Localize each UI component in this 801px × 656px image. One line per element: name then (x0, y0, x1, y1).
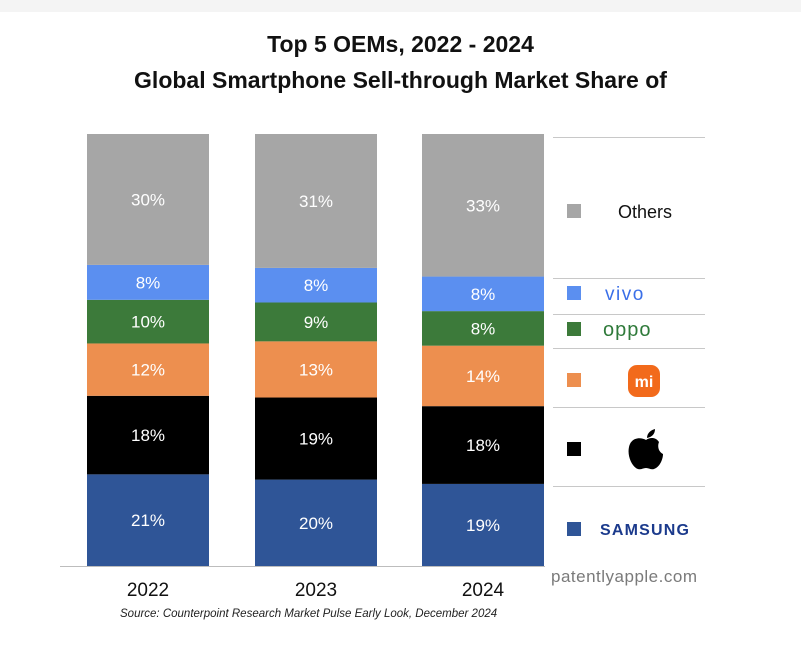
bar-segment-vivo-2024 (422, 276, 544, 312)
data-label-vivo-2023: 8% (304, 276, 329, 295)
legend-swatch-samsung (567, 522, 581, 536)
bar-segment-samsung-2024 (422, 483, 544, 566)
bars-group: 21% 18% 12% 10% 8% 30% 20% 19% 13% 9% 8% 31% 19% 18% 1… (87, 134, 544, 566)
bar-segment-apple-logo-2023 (255, 397, 377, 480)
data-label-oppo-2023: 9% (304, 313, 329, 332)
data-label-apple-logo-2024: 18% (466, 436, 500, 455)
data-label-samsung-2023: 20% (299, 514, 333, 533)
data-label-mi-2024: 14% (466, 367, 500, 386)
watermark: patentlyapple.com (551, 567, 698, 586)
bar-segment-oppo-2023 (255, 302, 377, 342)
bar-segment-samsung-2022 (87, 474, 209, 566)
data-label-others-2024: 33% (466, 196, 500, 215)
mi-logo-badge (628, 365, 660, 397)
legend-label-vivo: vivo (605, 284, 645, 305)
data-label-apple-logo-2023: 19% (299, 430, 333, 449)
bar-segment-mi-2023 (255, 341, 377, 398)
legend-swatch-others (567, 204, 581, 218)
apple-icon (628, 429, 663, 470)
data-label-mi-2023: 13% (299, 360, 333, 379)
bar-segment-others-2022 (87, 134, 209, 265)
bar-segment-apple-logo-2022 (87, 395, 209, 475)
data-label-samsung-2024: 19% (466, 516, 500, 535)
x-tick-label-2023: 2023 (295, 580, 337, 601)
data-label-vivo-2024: 8% (471, 285, 496, 304)
data-label-others-2022: 30% (131, 190, 165, 209)
top-strip (0, 0, 801, 12)
data-label-mi-2022: 12% (131, 361, 165, 380)
bar-segment-oppo-2024 (422, 311, 544, 346)
bar-segment-vivo-2022 (87, 264, 209, 300)
legend-swatch-mi (567, 373, 581, 387)
bar-segment-others-2023 (255, 134, 377, 268)
data-label-samsung-2022: 21% (131, 511, 165, 530)
bar-segment-others-2024 (422, 134, 544, 277)
data-label-others-2023: 31% (299, 192, 333, 211)
bar-segment-mi-2024 (422, 345, 544, 407)
bar-segment-vivo-2023 (255, 267, 377, 303)
chart-title-line-1: Top 5 OEMs, 2022 - 2024 (267, 31, 534, 57)
x-tick-label-2024: 2024 (462, 580, 505, 601)
legend-label-oppo: oppo (603, 319, 652, 341)
legend-label-mi: mi (635, 374, 654, 391)
legend: Others vivo oppo mi SAMSUNG (553, 137, 705, 539)
data-label-oppo-2024: 8% (471, 319, 496, 338)
bar-segment-apple-logo-2024 (422, 406, 544, 484)
bar-segment-samsung-2023 (255, 479, 377, 566)
legend-swatch-apple (567, 442, 581, 456)
chart-title-line-2: Global Smartphone Sell-through Market Sh… (134, 67, 667, 93)
legend-swatch-vivo (567, 286, 581, 300)
legend-label-others: Others (618, 202, 672, 222)
x-tick-labels: 2022 2023 2024 (127, 580, 505, 601)
legend-label-samsung: SAMSUNG (600, 522, 690, 539)
data-label-oppo-2022: 10% (131, 313, 165, 332)
data-label-apple-logo-2022: 18% (131, 426, 165, 445)
legend-swatch-oppo (567, 322, 581, 336)
data-label-vivo-2022: 8% (136, 273, 161, 292)
bar-segment-oppo-2022 (87, 299, 209, 344)
bar-segment-mi-2022 (87, 343, 209, 396)
source-note: Source: Counterpoint Research Market Pul… (120, 608, 498, 620)
x-tick-label-2022: 2022 (127, 580, 169, 601)
